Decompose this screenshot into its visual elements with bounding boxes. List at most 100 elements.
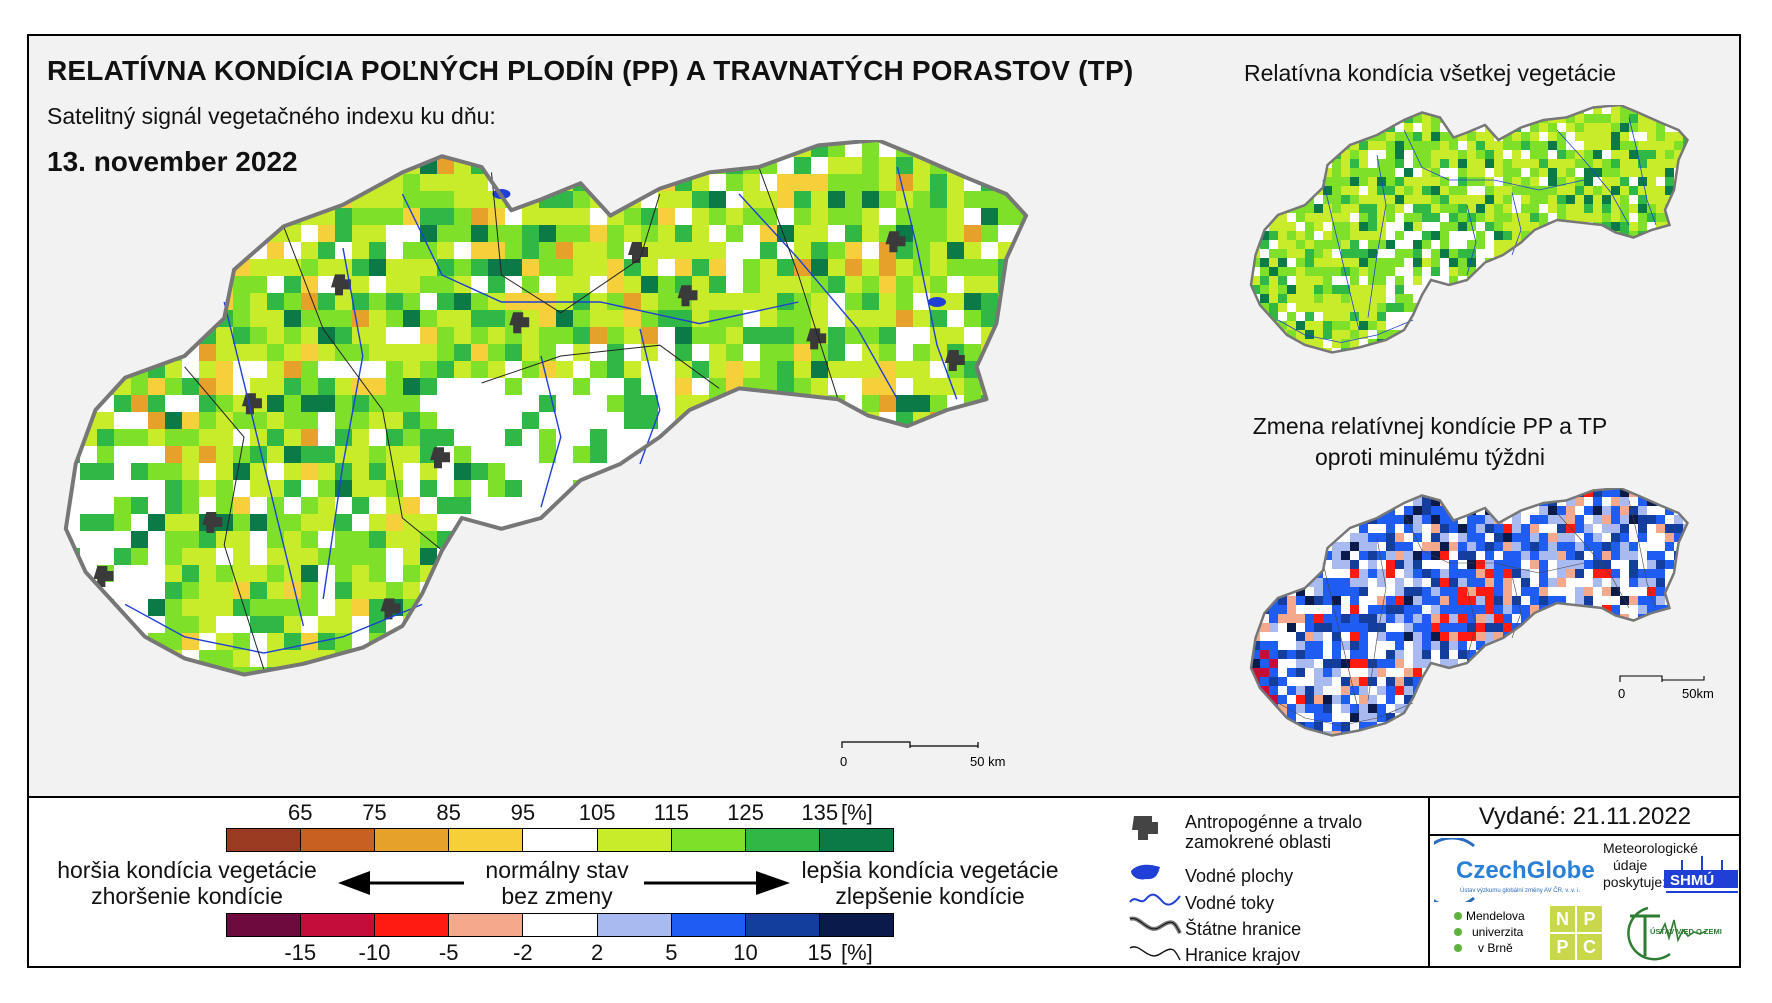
inset-change-border xyxy=(1249,488,1689,737)
legend-region-border: Hranice krajov xyxy=(1185,945,1301,965)
npc-letter: N xyxy=(1550,906,1575,932)
scale-tick: 75 xyxy=(362,800,387,825)
mendel-line1: Mendelova xyxy=(1466,909,1525,923)
legend-state-border: Štátne hranice xyxy=(1185,919,1302,939)
inset-river xyxy=(1556,129,1630,226)
shmu-text: SHMÚ xyxy=(1670,871,1714,889)
color-bin xyxy=(227,829,302,851)
inset-river xyxy=(1466,204,1477,276)
region-border-icon xyxy=(1129,946,1181,961)
river xyxy=(124,603,423,654)
inset-top-title: Relatívna kondícia všetkej vegetácie xyxy=(1243,60,1617,86)
color-bin xyxy=(745,914,820,936)
scale-tick: [%] xyxy=(840,940,873,965)
inset-change-river xyxy=(1556,512,1630,609)
urban-area xyxy=(93,566,114,587)
inset-scale-zero: 0 xyxy=(1618,686,1625,701)
mendel-line2: univerzita xyxy=(1472,925,1524,939)
region-border xyxy=(481,344,720,389)
scale-tick: 115 xyxy=(653,800,689,825)
state-border xyxy=(63,140,1029,677)
shmu-logo: SHMÚ xyxy=(1664,856,1738,893)
river xyxy=(738,193,899,400)
czechglobe-logo: CzechGlobe Ústav výzkumu globální změny … xyxy=(1434,838,1595,902)
scale-tick: 65 xyxy=(287,800,313,825)
inset-change-river xyxy=(1403,512,1585,574)
urban-area xyxy=(241,393,262,415)
scale-tick: -10 xyxy=(358,940,391,965)
urban-areas xyxy=(93,189,965,620)
river xyxy=(401,193,799,325)
river xyxy=(540,355,562,508)
normal-line1: normálny stav xyxy=(485,857,629,883)
color-bin xyxy=(449,914,524,936)
scale-tick: 15 xyxy=(807,940,833,965)
main-scale-zero: 0 xyxy=(840,754,847,769)
scale-tick: 105 xyxy=(578,800,616,825)
scale-tick: -15 xyxy=(284,940,317,965)
inset-scale-end: 50km xyxy=(1682,686,1714,701)
river xyxy=(223,301,305,627)
main-scale-end: 50 km xyxy=(970,754,1005,769)
region-border xyxy=(491,172,661,314)
urban-area xyxy=(885,231,906,253)
better-line1: lepšia kondícia vegetácie xyxy=(801,857,1059,883)
legend-urban-line1: Antropogénne a trvalo xyxy=(1185,812,1363,832)
urban-area xyxy=(202,512,223,533)
legend-rivers: Vodné toky xyxy=(1185,893,1275,913)
inset-bottom-title: Zmena relatívnej kondície PP a TP oproti… xyxy=(1210,411,1650,473)
scale-tick: -2 xyxy=(513,940,533,965)
main-scale-bar: 0 50 km xyxy=(840,741,1005,769)
inset-river xyxy=(1367,154,1387,318)
state-border-icon xyxy=(1129,916,1182,934)
czechglobe-subtext: Ústav výzkumu globální změny AV ČR, v. v… xyxy=(1460,887,1580,894)
inset-river xyxy=(1628,117,1657,226)
legend-panel xyxy=(27,796,1741,968)
inset-vegetation-grid xyxy=(1251,105,1688,353)
river xyxy=(322,247,364,600)
change-color-bar xyxy=(226,913,894,937)
met-line3: poskytuje: xyxy=(1603,874,1667,890)
inset-change-river xyxy=(1322,562,1360,714)
npc-letter: P xyxy=(1577,906,1602,932)
worse-line1: horšia kondícia vegetácie xyxy=(57,857,317,883)
color-bin xyxy=(375,829,450,851)
color-bin xyxy=(523,829,598,851)
better-label: lepšia kondícia vegetácie zlepšenie kond… xyxy=(785,857,1075,909)
met-line1: Meteorologické xyxy=(1603,840,1698,856)
urban-area xyxy=(806,328,827,350)
legend-urban-line2: zamokrené oblasti xyxy=(1185,832,1332,852)
scale-tick: 95 xyxy=(510,800,536,825)
color-bin xyxy=(819,829,893,851)
scale-tick: 5 xyxy=(665,940,678,965)
urban-area xyxy=(509,312,530,334)
scale-tick: 85 xyxy=(436,800,461,825)
inset-bottom-title-line1: Zmena relatívnej kondície PP a TP xyxy=(1252,413,1608,439)
water-body-icon xyxy=(1131,864,1160,880)
inset-state-border xyxy=(1249,105,1689,354)
inset-rivers xyxy=(1277,117,1657,343)
met-data-label: Meteorologické údaje poskytuje: xyxy=(1603,840,1698,891)
inset-river xyxy=(1322,179,1360,331)
region-border xyxy=(184,366,265,670)
color-bin xyxy=(745,829,820,851)
normal-line2: bez zmeny xyxy=(501,883,613,909)
inset-scale-bar: 0 50km xyxy=(1618,675,1714,701)
inset-vegetation-map xyxy=(1249,105,1689,354)
mendel-dots-icon xyxy=(1454,912,1462,952)
arrow-left-icon xyxy=(338,871,464,895)
condition-color-bar xyxy=(226,828,894,852)
urban-area xyxy=(380,598,401,620)
inset-change-river xyxy=(1277,702,1414,726)
normal-label: normálny stav bez zmeny xyxy=(462,857,652,909)
color-bin xyxy=(671,914,746,936)
river xyxy=(896,166,958,400)
inset-change-river xyxy=(1367,537,1387,701)
mendel-logo: Mendelova univerzita v Brně xyxy=(1450,908,1525,956)
mendel-line3: v Brně xyxy=(1478,941,1513,955)
inset-change-map xyxy=(1249,488,1689,737)
rivers xyxy=(124,166,958,654)
color-bin xyxy=(375,914,450,936)
urban-area xyxy=(628,242,648,263)
worse-label: horšia kondícia vegetácie zhoršenie kond… xyxy=(42,857,332,909)
